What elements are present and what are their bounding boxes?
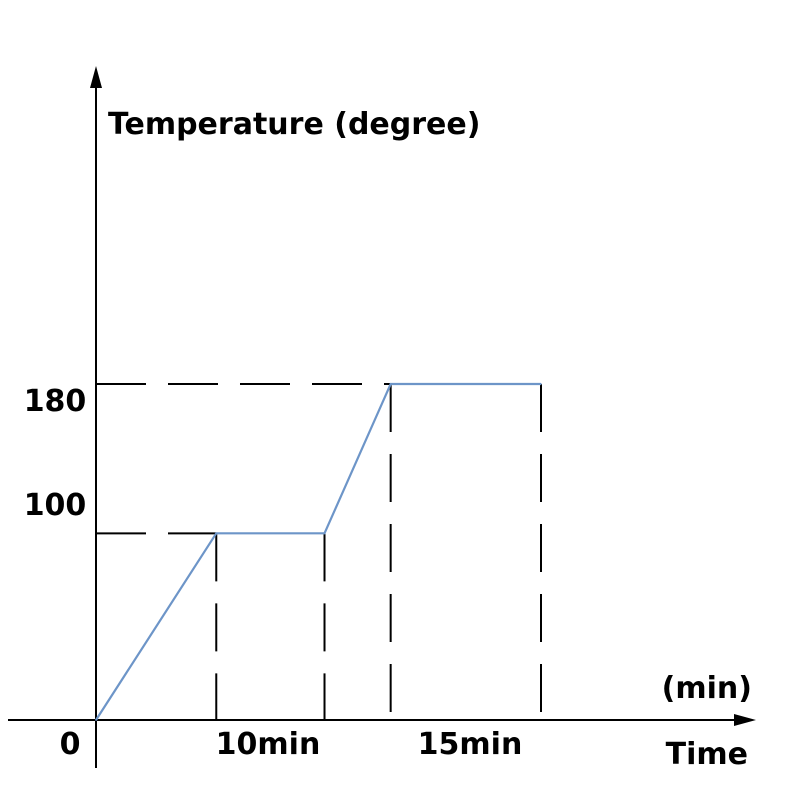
series-point-0-3 xyxy=(389,383,392,385)
y-tick-label-100: 100 xyxy=(24,488,87,523)
origin-label: 0 xyxy=(60,727,81,762)
interval-label-10min: 10min xyxy=(216,727,321,762)
series-point-0-4 xyxy=(540,383,542,385)
x-axis-title: Time xyxy=(666,737,748,772)
guide-lines xyxy=(96,383,542,720)
series-layer xyxy=(95,382,542,721)
y-axis-title: Temperature (degree) xyxy=(108,107,480,142)
series-point-0-1 xyxy=(215,532,218,535)
y-tick-label-180: 180 xyxy=(24,384,87,419)
series-point-0-2 xyxy=(323,532,326,535)
y-axis-arrowhead xyxy=(90,66,102,88)
series-point-0-0 xyxy=(95,719,97,721)
x-axis-unit-label: (min) xyxy=(662,671,752,706)
series-line-0 xyxy=(95,382,541,721)
x-axis-arrowhead xyxy=(734,714,756,726)
interval-label-15min: 15min xyxy=(418,727,523,762)
